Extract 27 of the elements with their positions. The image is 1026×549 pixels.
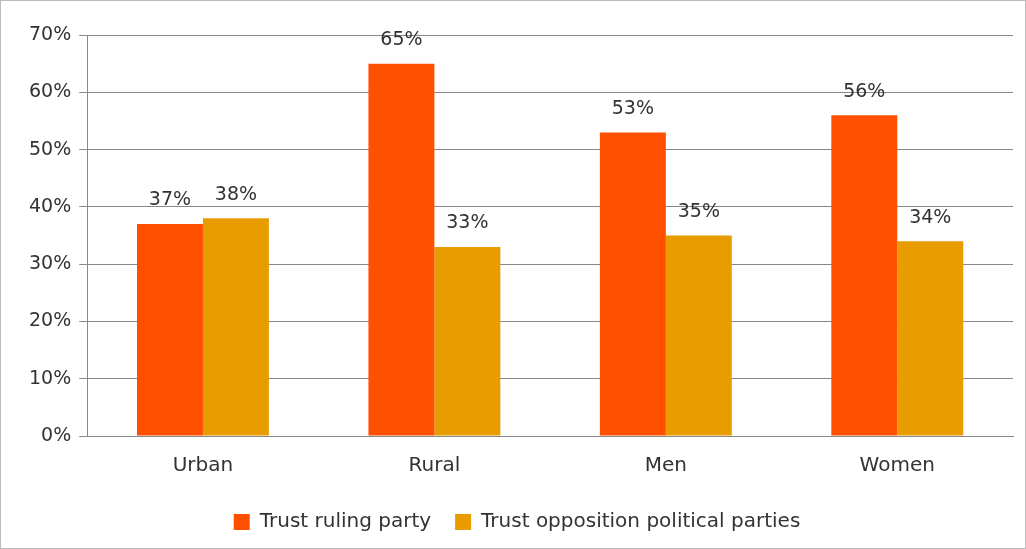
x-tick-label: Men [644,452,687,477]
data-label: 37% [148,187,192,210]
y-tick-label: 50% [29,136,72,159]
y-tick-label: 20% [29,308,72,331]
bar [897,241,964,436]
y-tick-label: 10% [29,365,72,388]
y-tick-label: 60% [29,79,72,102]
bar [136,224,203,436]
data-label: 53% [611,95,654,118]
y-tick-label: 0% [41,422,72,445]
y-tick-label: 30% [29,251,72,274]
bar [599,132,666,436]
bar [202,218,269,436]
y-tick-label: 40% [29,193,72,216]
bar [831,115,898,436]
y-tick-label: 70% [29,21,72,44]
bar [665,235,732,436]
bar [368,63,435,436]
x-tick-label: Urban [172,452,234,477]
data-label: 38% [214,181,258,204]
legend-label: Trust ruling party [258,508,432,533]
data-label: 34% [909,204,952,227]
x-tick-label: Women [859,452,935,477]
data-label: 33% [446,210,489,233]
x-tick-label: Rural [408,452,461,477]
bar [434,246,501,436]
legend-label: Trust opposition political parties [480,508,801,533]
